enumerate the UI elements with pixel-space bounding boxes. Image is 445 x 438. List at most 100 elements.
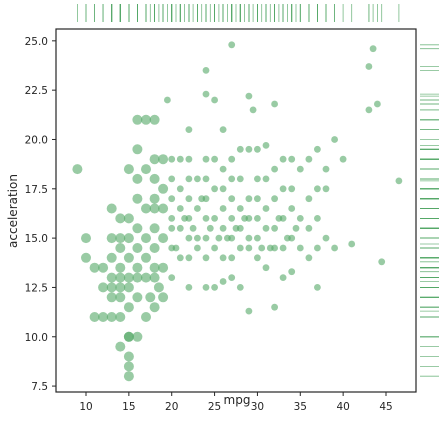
scatter-point <box>123 252 134 263</box>
scatter-point <box>158 262 169 273</box>
scatter-point <box>132 243 143 253</box>
scatter-point <box>185 254 193 262</box>
scatter-point <box>168 274 176 281</box>
scatter-point <box>322 185 330 193</box>
y-tick-label: 25.0 <box>25 36 48 48</box>
scatter-point <box>176 254 184 262</box>
scatter-point <box>254 145 261 153</box>
scatter-point <box>98 312 109 322</box>
scatter-point <box>185 215 193 222</box>
scatter-point <box>115 243 126 253</box>
scatter-point <box>314 185 321 193</box>
scatter-point <box>322 234 330 242</box>
scatter-point <box>132 272 143 283</box>
scatter-point <box>228 41 236 49</box>
scatter-point <box>132 331 143 342</box>
scatter-point <box>158 154 169 165</box>
scatter-point <box>89 262 100 273</box>
scatter-point <box>219 278 227 285</box>
scatter-point <box>202 234 210 242</box>
scatter-point <box>149 302 160 313</box>
x-tick-label: 15 <box>122 401 135 413</box>
scatter-point <box>89 312 100 322</box>
scatter-point <box>305 195 313 203</box>
scatter-point <box>254 195 261 203</box>
scatter-point <box>185 195 193 203</box>
scatter-point <box>72 164 83 175</box>
scatter-point <box>123 371 134 382</box>
scatter-point <box>271 224 278 232</box>
scatter-point <box>176 224 184 232</box>
scatter-point <box>123 351 134 362</box>
y-tick-label: 12.5 <box>25 282 48 294</box>
scatter-point <box>258 244 266 252</box>
scatter-point <box>123 361 134 372</box>
scatter-point <box>176 205 184 212</box>
scatter-point <box>211 155 219 163</box>
scatter-point <box>288 234 296 242</box>
scatter-point <box>288 185 296 193</box>
scatter-point <box>219 165 227 173</box>
scatter-point <box>254 254 261 262</box>
scatter-point <box>348 240 356 248</box>
scatter-point <box>296 215 304 222</box>
scatter-point <box>168 195 176 203</box>
scatter-point <box>305 155 313 163</box>
scatter-point <box>236 175 244 183</box>
scatter-point <box>211 215 219 222</box>
scatter-point <box>288 155 296 163</box>
scatter-points <box>72 41 403 382</box>
scatter-point <box>296 244 304 252</box>
scatter-point <box>132 262 143 273</box>
scatter-point <box>81 252 91 263</box>
scatter-point <box>194 234 201 242</box>
scatter-point <box>254 234 261 242</box>
plot-frame <box>55 28 417 393</box>
scatter-point <box>132 144 143 155</box>
top-marginal-rug <box>77 4 400 22</box>
scatter-point <box>158 292 169 303</box>
scatter-point <box>314 244 321 252</box>
scatter-point <box>369 45 377 53</box>
scatter-point <box>176 155 184 163</box>
scatter-point <box>106 203 117 214</box>
scatter-point <box>123 302 134 313</box>
scatter-point <box>141 312 151 322</box>
scatter-point <box>106 312 117 322</box>
scatter-point <box>202 195 210 203</box>
x-tick-label: 35 <box>294 401 307 413</box>
scatter-point <box>132 292 143 303</box>
scatter-point <box>115 341 126 352</box>
scatter-point <box>331 244 338 252</box>
x-axis-label: mpg <box>224 393 251 407</box>
x-tick-label: 40 <box>336 401 349 413</box>
scatter-point <box>115 262 126 273</box>
scatter-point <box>279 185 287 193</box>
scatter-point <box>211 96 219 104</box>
scatter-point <box>322 165 330 173</box>
scatter-point <box>115 282 126 293</box>
scatter-point <box>228 274 236 281</box>
scatter-point <box>245 244 253 252</box>
scatter-point <box>228 175 236 183</box>
scatter-point <box>254 175 261 183</box>
y-tick-label: 15.0 <box>25 233 48 245</box>
scatter-point <box>245 307 253 315</box>
scatter-point <box>228 155 236 163</box>
scatter-point <box>168 175 176 183</box>
scatter-point <box>153 282 164 293</box>
scatter-point <box>158 183 169 194</box>
scatter-point <box>185 234 193 242</box>
scatter-point <box>141 233 151 244</box>
scatter-point <box>228 195 236 203</box>
scatter-point <box>149 154 160 165</box>
scatter-point <box>149 173 160 184</box>
scatter-point <box>219 126 227 133</box>
scatter-point <box>271 165 278 173</box>
scatter-point <box>172 244 180 252</box>
x-tick-label: 25 <box>208 401 221 413</box>
scatter-point <box>211 185 219 193</box>
scatter-point <box>158 203 169 214</box>
y-axis-ticks: 7.5 10.0 12.5 15.0 17.5 20.0 22.5 25.0 <box>25 36 56 393</box>
